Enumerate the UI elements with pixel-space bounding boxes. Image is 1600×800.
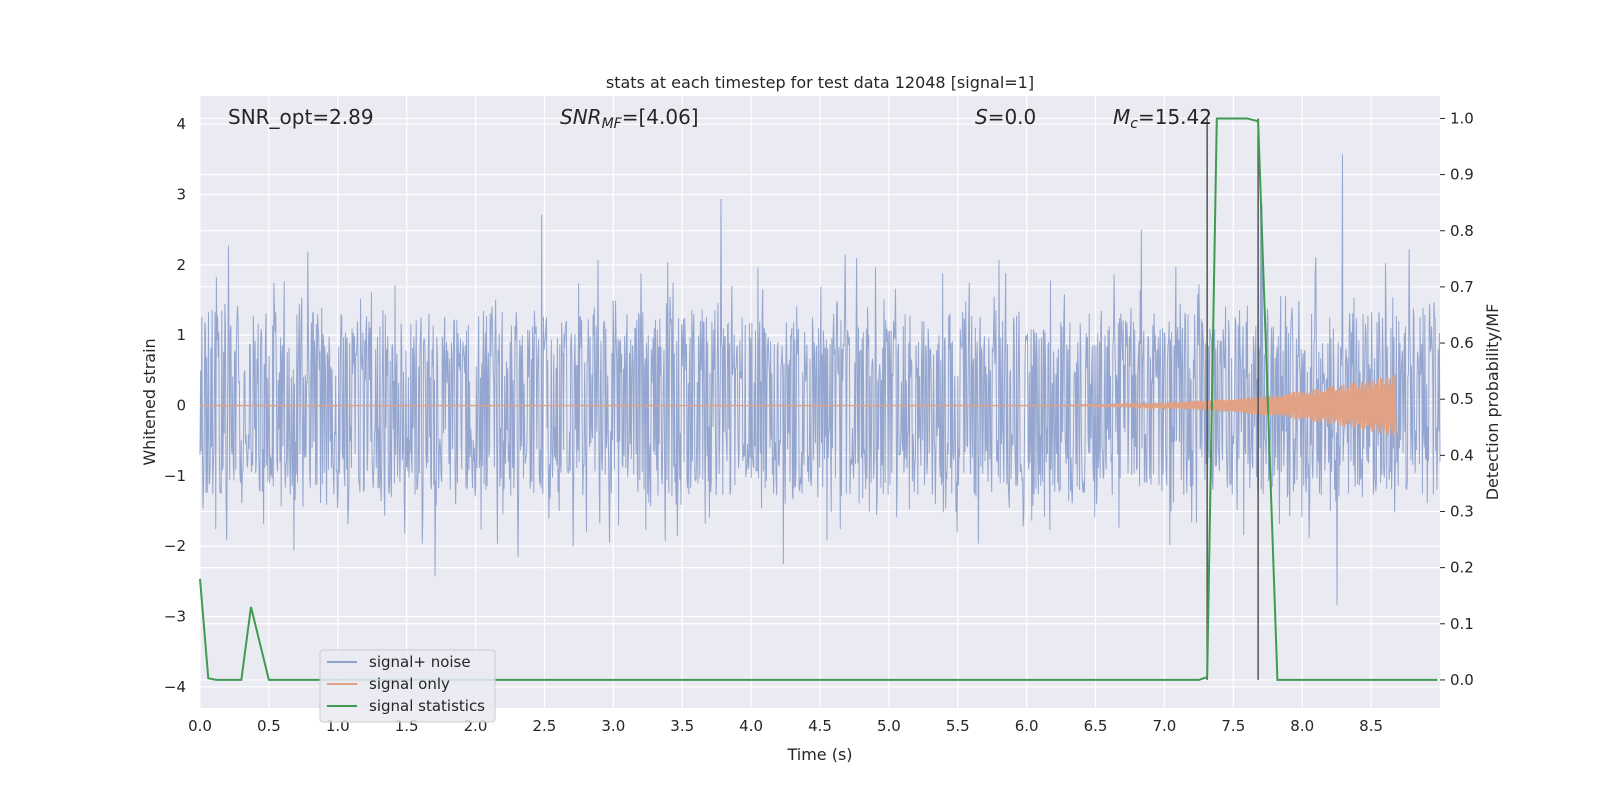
x-tick-label: 3.5 [670, 717, 694, 735]
annotation-mc: Mc=15.42 [1113, 105, 1212, 132]
left-y-tick-label: −2 [164, 537, 186, 555]
x-tick-label: 0.5 [257, 717, 281, 735]
signal-only-path [200, 374, 1397, 437]
legend-box [319, 649, 496, 723]
right-y-tick-label: 0.4 [1450, 446, 1474, 464]
annotation-s: S=0.0 [975, 105, 1036, 129]
x-tick-label: 4.5 [808, 717, 832, 735]
marker-lines [1206, 118, 1259, 680]
right-y-axis-label: Detection probability/MF [1483, 304, 1502, 501]
right-y-tick-label: 0.3 [1450, 502, 1474, 520]
right-y-tick-label: 0.9 [1450, 166, 1474, 184]
x-tick-label: 2.5 [533, 717, 557, 735]
x-tick-label: 4.0 [739, 717, 763, 735]
legend-label-statistics: signal statistics [369, 697, 485, 715]
left-y-axis-ticks: −4 −3 −2 −1 0 1 2 3 4 [164, 115, 186, 696]
x-tick-label: 6.0 [1015, 717, 1039, 735]
annotation-snr-mf-main: SNR [560, 105, 602, 129]
left-y-tick-label: 1 [176, 326, 186, 344]
signal-statistics-path [199, 117, 1438, 681]
annotation-mc-sub: c [1130, 116, 1138, 132]
signal-noise-path [199, 154, 1441, 606]
annotation-s-main: S [975, 105, 988, 129]
annotation-mc-value: =15.42 [1138, 105, 1212, 129]
legend: signal+ noise signal only signal statist… [319, 649, 496, 723]
x-tick-label: 7.0 [1153, 717, 1177, 735]
right-y-axis-ticks: 0.0 0.1 0.2 0.3 0.4 0.5 0.6 0.7 0.8 0.9 1.0 [1440, 109, 1474, 689]
legend-label-noise: signal+ noise [369, 653, 471, 671]
x-tick-label: 5.0 [877, 717, 901, 735]
right-y-tick-label: 0.1 [1450, 615, 1474, 633]
x-tick-label: 8.5 [1359, 717, 1383, 735]
left-y-tick-label: −1 [164, 467, 186, 485]
annotation-snr-mf-sub: MF [602, 116, 623, 132]
left-y-tick-label: −3 [164, 608, 186, 626]
x-axis-label: Time (s) [786, 745, 852, 764]
annotation-mc-main: M [1113, 105, 1130, 129]
annotation-snr-mf: SNRMF=[4.06] [560, 105, 699, 132]
right-y-tick-label: 0.5 [1450, 390, 1474, 408]
right-y-tick-label: 0.2 [1450, 559, 1474, 577]
left-y-axis-label: Whitened strain [140, 338, 159, 465]
left-y-tick-label: 2 [176, 256, 186, 274]
x-tick-label: 7.5 [1221, 717, 1245, 735]
annotation-snr-mf-value: =[4.06] [622, 105, 699, 129]
x-tick-label: 3.0 [601, 717, 625, 735]
x-tick-label: 0.0 [188, 717, 212, 735]
left-y-tick-label: 0 [176, 397, 186, 415]
x-tick-label: 5.5 [946, 717, 970, 735]
right-y-tick-label: 0.8 [1450, 222, 1474, 240]
annotation-s-value: =0.0 [988, 105, 1037, 129]
right-y-tick-label: 0.0 [1450, 671, 1474, 689]
right-y-tick-label: 0.6 [1450, 334, 1474, 352]
signal-noise-series [199, 154, 1441, 606]
x-tick-label: 8.0 [1290, 717, 1314, 735]
left-y-tick-label: 3 [176, 185, 186, 203]
annotation-snr-opt: SNR_opt=2.89 [228, 105, 374, 129]
signal-only-series [200, 374, 1397, 437]
right-y-tick-label: 1.0 [1450, 109, 1474, 127]
left-y-tick-label: −4 [164, 678, 186, 696]
left-y-tick-label: 4 [176, 115, 186, 133]
x-axis-ticks: 0.0 0.5 1.0 1.5 2.0 2.5 3.0 3.5 4.0 4.5 5.0 5.5 6.0 6… [188, 717, 1383, 735]
legend-label-signal: signal only [369, 675, 450, 693]
chart-title: stats at each timestep for test data 120… [606, 73, 1034, 92]
right-y-tick-label: 0.7 [1450, 278, 1474, 296]
x-tick-label: 6.5 [1084, 717, 1108, 735]
signal-statistics-series [199, 117, 1438, 681]
